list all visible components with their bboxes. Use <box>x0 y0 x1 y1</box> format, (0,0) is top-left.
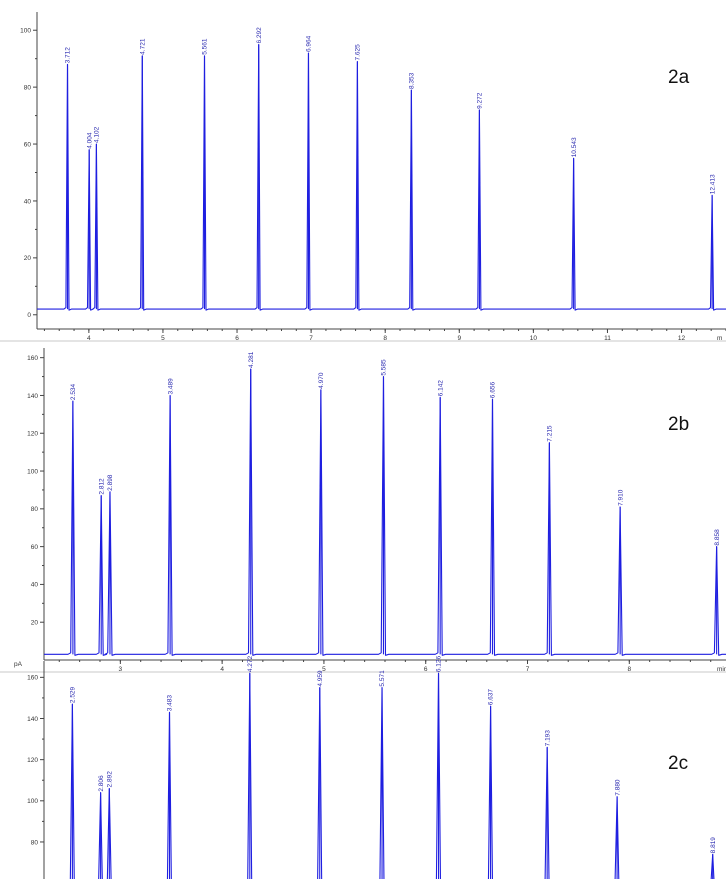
peak-label: 9.272 <box>477 92 484 109</box>
peak-label: 4.721 <box>140 38 147 55</box>
peak-label: 8.858 <box>714 529 721 546</box>
x-tick-label: 5 <box>322 666 326 673</box>
peak-label: 5.561 <box>202 38 209 55</box>
peak-label: 4.970 <box>318 372 325 389</box>
x-tick-label: 6 <box>235 335 239 342</box>
y-tick-label: 60 <box>24 141 32 148</box>
panel-label: 2a <box>668 67 690 88</box>
chromatogram-trace <box>69 672 715 879</box>
y-unit-label: pA <box>14 661 23 668</box>
x-unit-label: min <box>717 666 726 673</box>
peak-label: 7.215 <box>547 425 554 442</box>
peak-label: 4.959 <box>317 670 324 687</box>
peak-label: 4.004 <box>86 132 93 149</box>
peak-label: 2.898 <box>107 474 114 491</box>
y-tick-label: 80 <box>24 84 32 91</box>
peak-label: 2.534 <box>70 383 77 400</box>
y-tick-label: 160 <box>27 675 38 682</box>
peak-label: 6.964 <box>306 35 313 52</box>
x-tick-label: 12 <box>678 335 686 342</box>
peak-label: 2.806 <box>98 775 105 792</box>
peak-label: 7.880 <box>614 779 621 796</box>
peak-label: 8.353 <box>409 72 416 89</box>
chromatogram-panel-2a: 0 20 40 60 80 100 4 5 6 7 8 9 10 11 12 m 3.712 4.004 4.102… <box>0 12 726 342</box>
chromatogram-trace <box>44 368 726 656</box>
x-tick-label: 3 <box>119 666 123 673</box>
peak-label: 6.126 <box>436 656 443 673</box>
peak-label: 2.892 <box>106 771 113 788</box>
peak-label: 5.585 <box>381 359 388 376</box>
x-tick-label: 10 <box>530 335 538 342</box>
x-tick-label: 7 <box>526 666 530 673</box>
y-tick-label: 80 <box>31 839 39 846</box>
peak-label: 12.413 <box>709 174 716 194</box>
peak-label: 6.637 <box>488 689 495 706</box>
y-tick-label: 100 <box>27 798 38 805</box>
x-tick-label: 4 <box>220 666 224 673</box>
y-tick-label: 120 <box>27 431 38 438</box>
peak-label: 7.193 <box>544 730 551 747</box>
peak-label: 2.529 <box>70 686 77 703</box>
chromatogram-trace <box>37 43 726 311</box>
y-tick-label: 20 <box>31 620 39 627</box>
y-tick-label: 100 <box>27 468 38 475</box>
peak-label: 4.281 <box>248 351 255 368</box>
peak-label: 4.102 <box>94 126 101 143</box>
peak-label: 7.625 <box>355 44 362 61</box>
x-tick-label: 8 <box>383 335 387 342</box>
y-tick-label: 80 <box>31 506 39 513</box>
y-tick-label: 40 <box>31 582 39 589</box>
peak-label: 3.489 <box>167 378 174 395</box>
peak-label: 7.910 <box>617 489 624 506</box>
x-tick-label: 6 <box>424 666 428 673</box>
x-tick-label: 8 <box>627 666 631 673</box>
peak-label: 10.543 <box>571 137 578 157</box>
y-tick-label: 120 <box>27 757 38 764</box>
peak-label: 3.483 <box>167 695 174 712</box>
peak-label: 4.272 <box>247 656 254 673</box>
peak-label: 3.712 <box>65 47 72 64</box>
peak-label: 6.142 <box>437 380 444 397</box>
peak-label: 5.571 <box>379 670 386 687</box>
panel-label: 2b <box>668 414 689 435</box>
x-tick-label: 4 <box>87 335 91 342</box>
peak-label: 8.819 <box>710 837 717 854</box>
y-tick-label: 160 <box>27 355 38 362</box>
x-unit-label: m <box>717 335 722 342</box>
y-tick-label: 60 <box>31 544 39 551</box>
peak-label: 6.656 <box>490 382 497 399</box>
peak-label: 2.812 <box>98 478 105 495</box>
y-tick-label: 100 <box>20 28 31 35</box>
x-tick-label: 11 <box>604 335 611 342</box>
panel-label: 2c <box>668 753 688 774</box>
x-tick-label: 7 <box>309 335 313 342</box>
y-tick-label: 140 <box>27 716 38 723</box>
x-tick-label: 9 <box>457 335 461 342</box>
y-tick-label: 20 <box>24 255 32 262</box>
y-tick-label: 0 <box>27 312 31 319</box>
chromatogram-panel-2c: 80 100 120 140 160 pA 2.529 2.806 2.892 3.483 4.27… <box>14 656 717 879</box>
y-tick-label: 40 <box>24 198 32 205</box>
x-tick-label: 5 <box>161 335 165 342</box>
y-tick-label: 140 <box>27 393 38 400</box>
peak-label: 6.292 <box>256 27 263 44</box>
